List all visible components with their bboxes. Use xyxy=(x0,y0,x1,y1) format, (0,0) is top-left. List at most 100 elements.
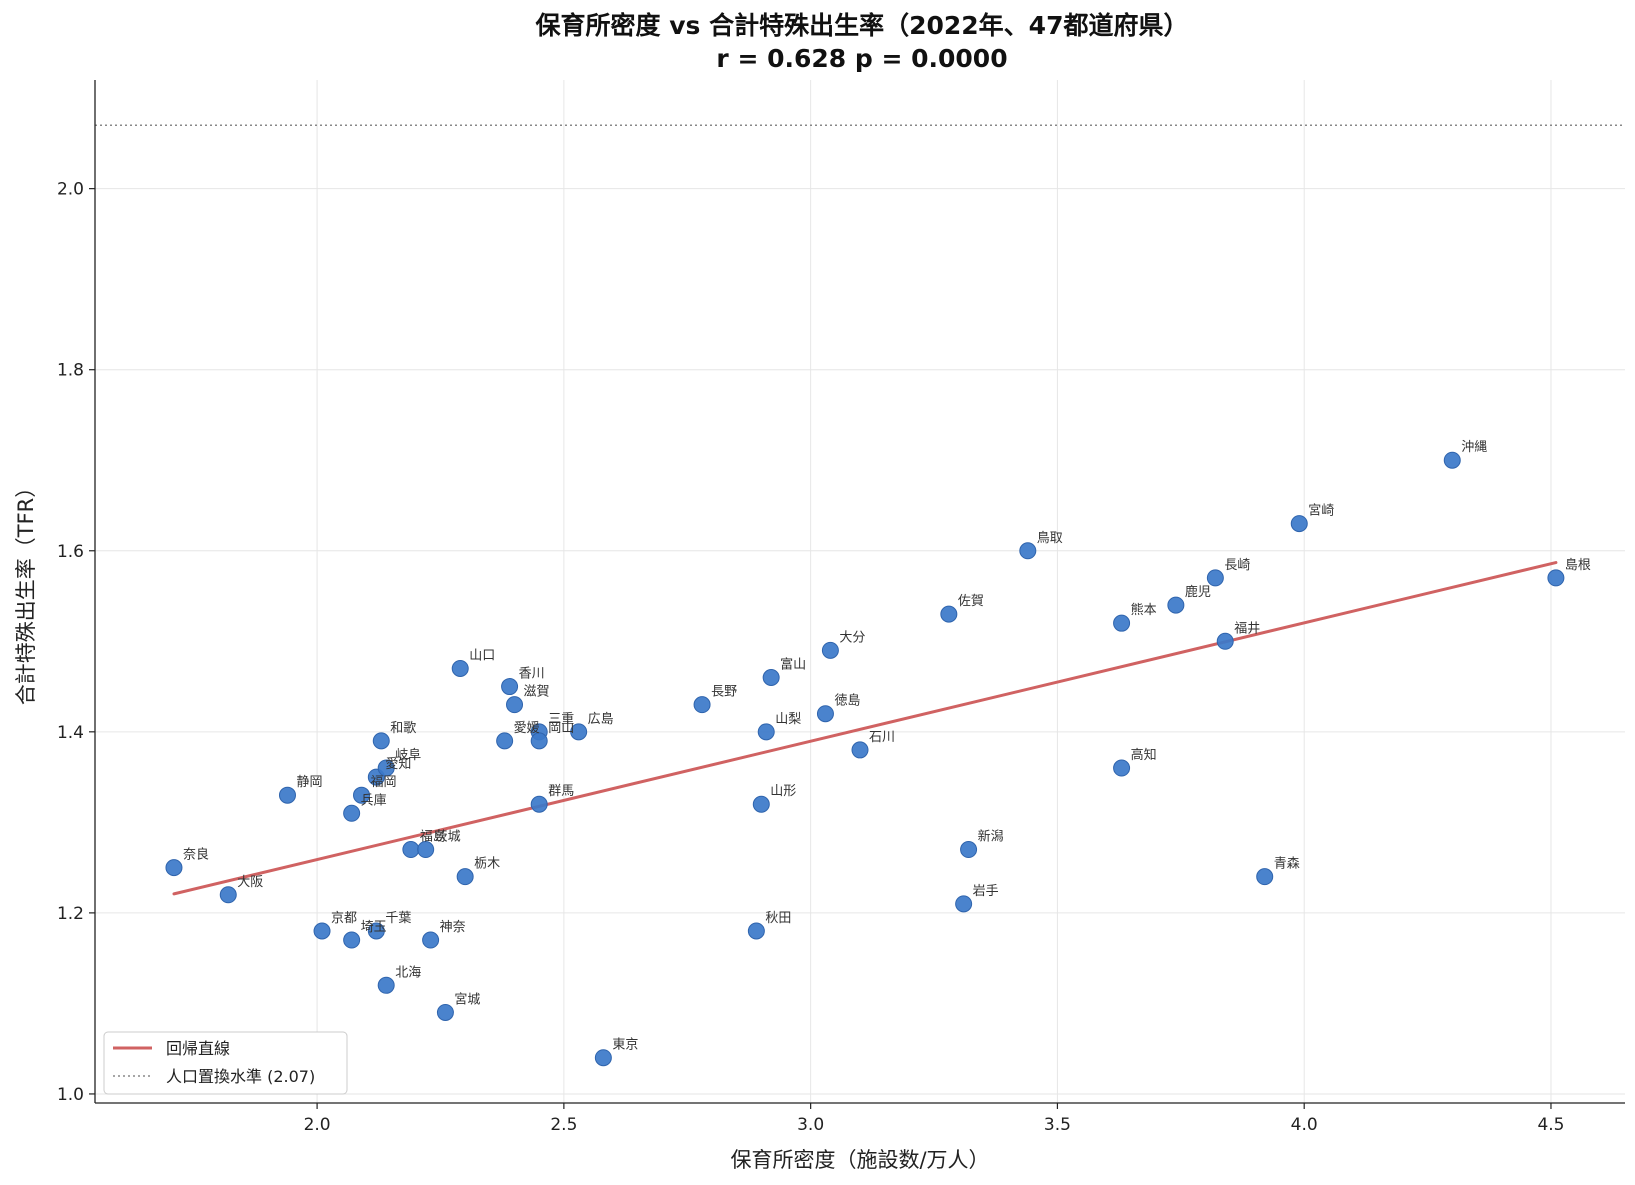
data-point xyxy=(377,976,395,994)
data-point xyxy=(851,741,869,759)
point-label: 岩手 xyxy=(973,884,999,899)
data-point xyxy=(821,641,839,659)
data-point xyxy=(762,669,780,687)
point-label: 宮城 xyxy=(454,991,480,1007)
data-point xyxy=(1113,614,1131,632)
point-label: 奈良 xyxy=(183,847,209,863)
legend-box xyxy=(103,1031,348,1095)
point-label: 静岡 xyxy=(296,775,322,790)
data-point xyxy=(940,605,958,623)
y-tick-label: 1.2 xyxy=(57,904,84,924)
point-label: 大分 xyxy=(839,630,865,645)
data-point xyxy=(1256,868,1274,886)
point-label: 滋賀 xyxy=(524,685,550,700)
point-label: 長野 xyxy=(711,685,737,700)
data-point xyxy=(451,659,469,677)
point-label: 群馬 xyxy=(548,784,574,799)
point-label: 鳥取 xyxy=(1037,531,1063,546)
point-label: 茨城 xyxy=(435,830,461,845)
data-point xyxy=(530,732,548,750)
data-point xyxy=(570,723,588,741)
data-point xyxy=(506,696,524,714)
point-label: 石川 xyxy=(869,730,895,745)
data-point xyxy=(530,795,548,813)
data-point xyxy=(496,732,514,750)
x-tick-label: 2.0 xyxy=(304,1115,331,1135)
point-label: 京都 xyxy=(331,911,357,926)
data-point xyxy=(367,922,385,940)
point-label: 福井 xyxy=(1234,621,1260,636)
y-tick-label: 2.0 xyxy=(57,180,84,200)
point-label: 高知 xyxy=(1131,747,1157,763)
x-tick-label: 3.0 xyxy=(797,1115,824,1135)
data-point xyxy=(456,868,474,886)
point-label: 熊本 xyxy=(1131,602,1157,618)
grid-lines xyxy=(95,80,1625,1103)
x-tick-label: 3.5 xyxy=(1044,1115,1071,1135)
data-point xyxy=(501,678,519,696)
point-label: 岡山 xyxy=(548,721,574,736)
x-tick-label: 4.5 xyxy=(1537,1115,1564,1135)
point-label: 福岡 xyxy=(371,775,397,790)
point-label: 山口 xyxy=(469,648,495,663)
y-tick-label: 1.0 xyxy=(57,1085,84,1105)
legend-reference-label: 人口置換水準 (2.07) xyxy=(166,1067,315,1086)
point-label: 福島 xyxy=(420,830,446,845)
data-point xyxy=(594,1049,612,1067)
point-label: 北海 xyxy=(395,965,421,980)
y-axis-label: 合計特殊出生率（TFR） xyxy=(14,477,38,706)
x-tick-label: 2.5 xyxy=(550,1115,577,1135)
point-label: 佐賀 xyxy=(958,594,984,609)
data-point xyxy=(693,696,711,714)
data-point xyxy=(1019,542,1037,560)
point-label: 秋田 xyxy=(765,911,791,926)
data-point xyxy=(417,841,435,859)
data-point xyxy=(747,922,765,940)
point-label: 神奈 xyxy=(440,920,466,935)
data-point xyxy=(219,886,237,904)
point-label: 千葉 xyxy=(385,911,411,926)
data-point xyxy=(278,786,296,804)
data-points xyxy=(165,451,1565,1067)
data-point xyxy=(353,786,371,804)
data-point xyxy=(757,723,775,741)
axes xyxy=(94,80,1625,1104)
point-label: 山形 xyxy=(770,784,796,799)
point-label: 宮崎 xyxy=(1308,503,1334,519)
data-point xyxy=(372,732,390,750)
y-tick-label: 1.4 xyxy=(57,723,84,743)
point-label: 沖縄 xyxy=(1461,440,1487,455)
point-label: 岐阜 xyxy=(395,747,421,763)
data-point xyxy=(1443,451,1461,469)
data-point xyxy=(422,931,440,949)
data-point xyxy=(1547,569,1565,587)
data-point xyxy=(1216,632,1234,650)
data-point xyxy=(816,705,834,723)
point-label: 香川 xyxy=(519,667,545,682)
data-point xyxy=(1206,569,1224,587)
point-label: 島根 xyxy=(1565,558,1591,573)
point-label: 愛知 xyxy=(385,756,411,772)
data-point xyxy=(377,759,395,777)
point-label: 徳島 xyxy=(834,694,860,709)
y-tick-label: 1.8 xyxy=(57,361,84,381)
regression-line xyxy=(172,561,1558,896)
data-point xyxy=(165,859,183,877)
point-label: 和歌 xyxy=(390,721,416,736)
point-label: 兵庫 xyxy=(361,793,387,808)
point-label: 大阪 xyxy=(237,875,263,890)
data-point xyxy=(960,841,978,859)
data-point xyxy=(402,841,420,859)
x-tick-label: 4.0 xyxy=(1291,1115,1318,1135)
chart-title: 保育所密度 vs 合計特殊出生率（2022年、47都道府県） xyxy=(535,11,1189,40)
legend-regression-label: 回帰直線 xyxy=(166,1039,230,1058)
data-point xyxy=(436,1003,454,1021)
axis-ticks: 2.0 2.5 3.0 3.5 4.0 4.5 1.0 1.2 1.4 1.6 1.8 2.0 xyxy=(57,180,1565,1135)
point-label: 長崎 xyxy=(1224,558,1250,573)
point-label: 山梨 xyxy=(775,712,801,727)
data-point xyxy=(752,795,770,813)
point-label: 東京 xyxy=(612,1037,638,1053)
